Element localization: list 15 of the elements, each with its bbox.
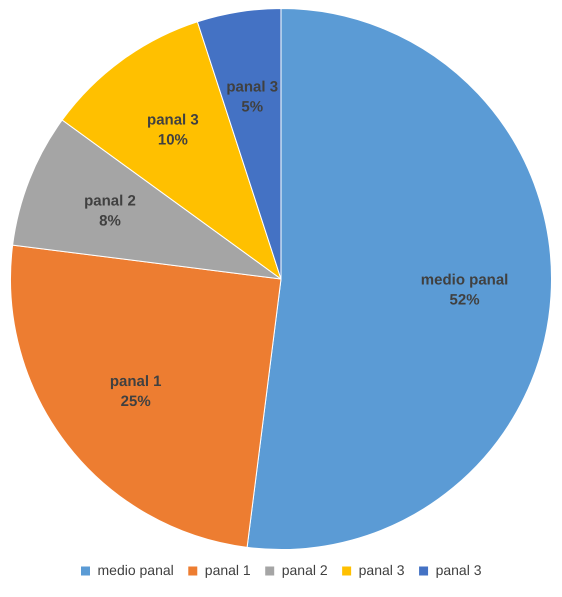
slice-label: panal 3 [226, 78, 278, 96]
slice-label: panal 2 [84, 192, 136, 210]
legend-label: panal 3 [436, 562, 482, 578]
legend-label: panal 2 [282, 562, 328, 578]
data-label: 8% [99, 212, 121, 230]
data-label: 52% [450, 292, 480, 309]
slice-label: panal 1 [110, 372, 162, 390]
data-label: 5% [241, 98, 264, 116]
legend-label: medio panal [98, 562, 174, 578]
legend-label: panal 1 [204, 562, 251, 578]
data-label: 10% [158, 131, 188, 148]
legend-label: panal 3 [358, 562, 405, 578]
slice-label: panal 3 [147, 111, 199, 128]
data-label: 25% [120, 392, 151, 410]
slice-label: medio panal [420, 272, 508, 289]
